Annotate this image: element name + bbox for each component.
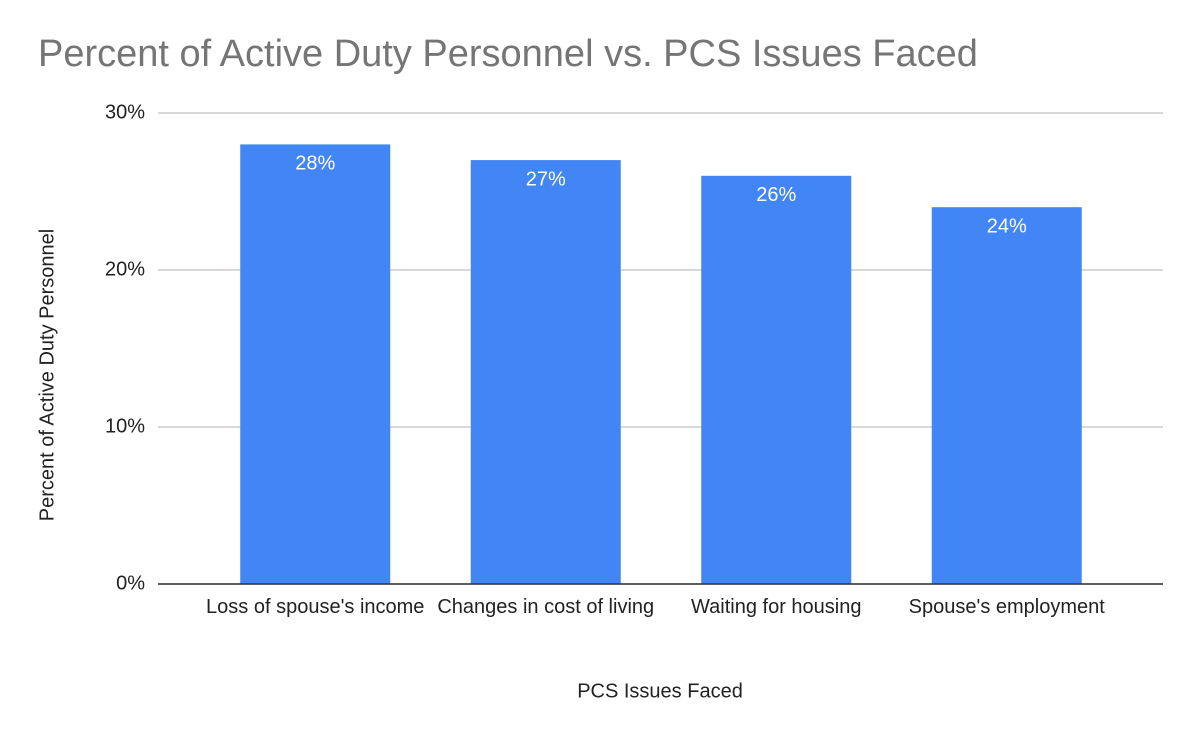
x-tick-label: Waiting for housing: [691, 596, 862, 618]
x-tick-label-box: Waiting for housing: [691, 596, 862, 618]
bar: [470, 160, 621, 584]
chart-title: Percent of Active Duty Personnel vs. PCS…: [38, 33, 978, 75]
bar: [931, 207, 1082, 584]
x-tick-label-box: Spouse's employment: [908, 596, 1105, 618]
x-axis-title: PCS Issues Faced: [577, 680, 743, 702]
bar: [240, 144, 391, 584]
y-tick-label: 20%: [105, 258, 145, 280]
x-tick-label-box: Loss of spouse's income: [206, 596, 425, 618]
data-label: 26%: [756, 184, 796, 206]
x-tick-label-box: Changes in cost of living: [437, 596, 655, 618]
x-tick-label: Spouse's employment: [908, 596, 1105, 618]
data-label: 28%: [295, 153, 335, 175]
y-tick-label: 0%: [116, 572, 145, 594]
x-tick-label: Loss of spouse's income: [206, 596, 425, 618]
data-label: 27%: [526, 168, 566, 190]
y-axis-title: Percent of Active Duty Personnel: [36, 229, 58, 521]
x-tick-label: Changes in cost of living: [437, 596, 655, 618]
bar: [701, 175, 852, 585]
data-label: 24%: [987, 215, 1027, 237]
y-tick-label: 30%: [105, 101, 145, 123]
y-tick-label: 10%: [105, 415, 145, 437]
